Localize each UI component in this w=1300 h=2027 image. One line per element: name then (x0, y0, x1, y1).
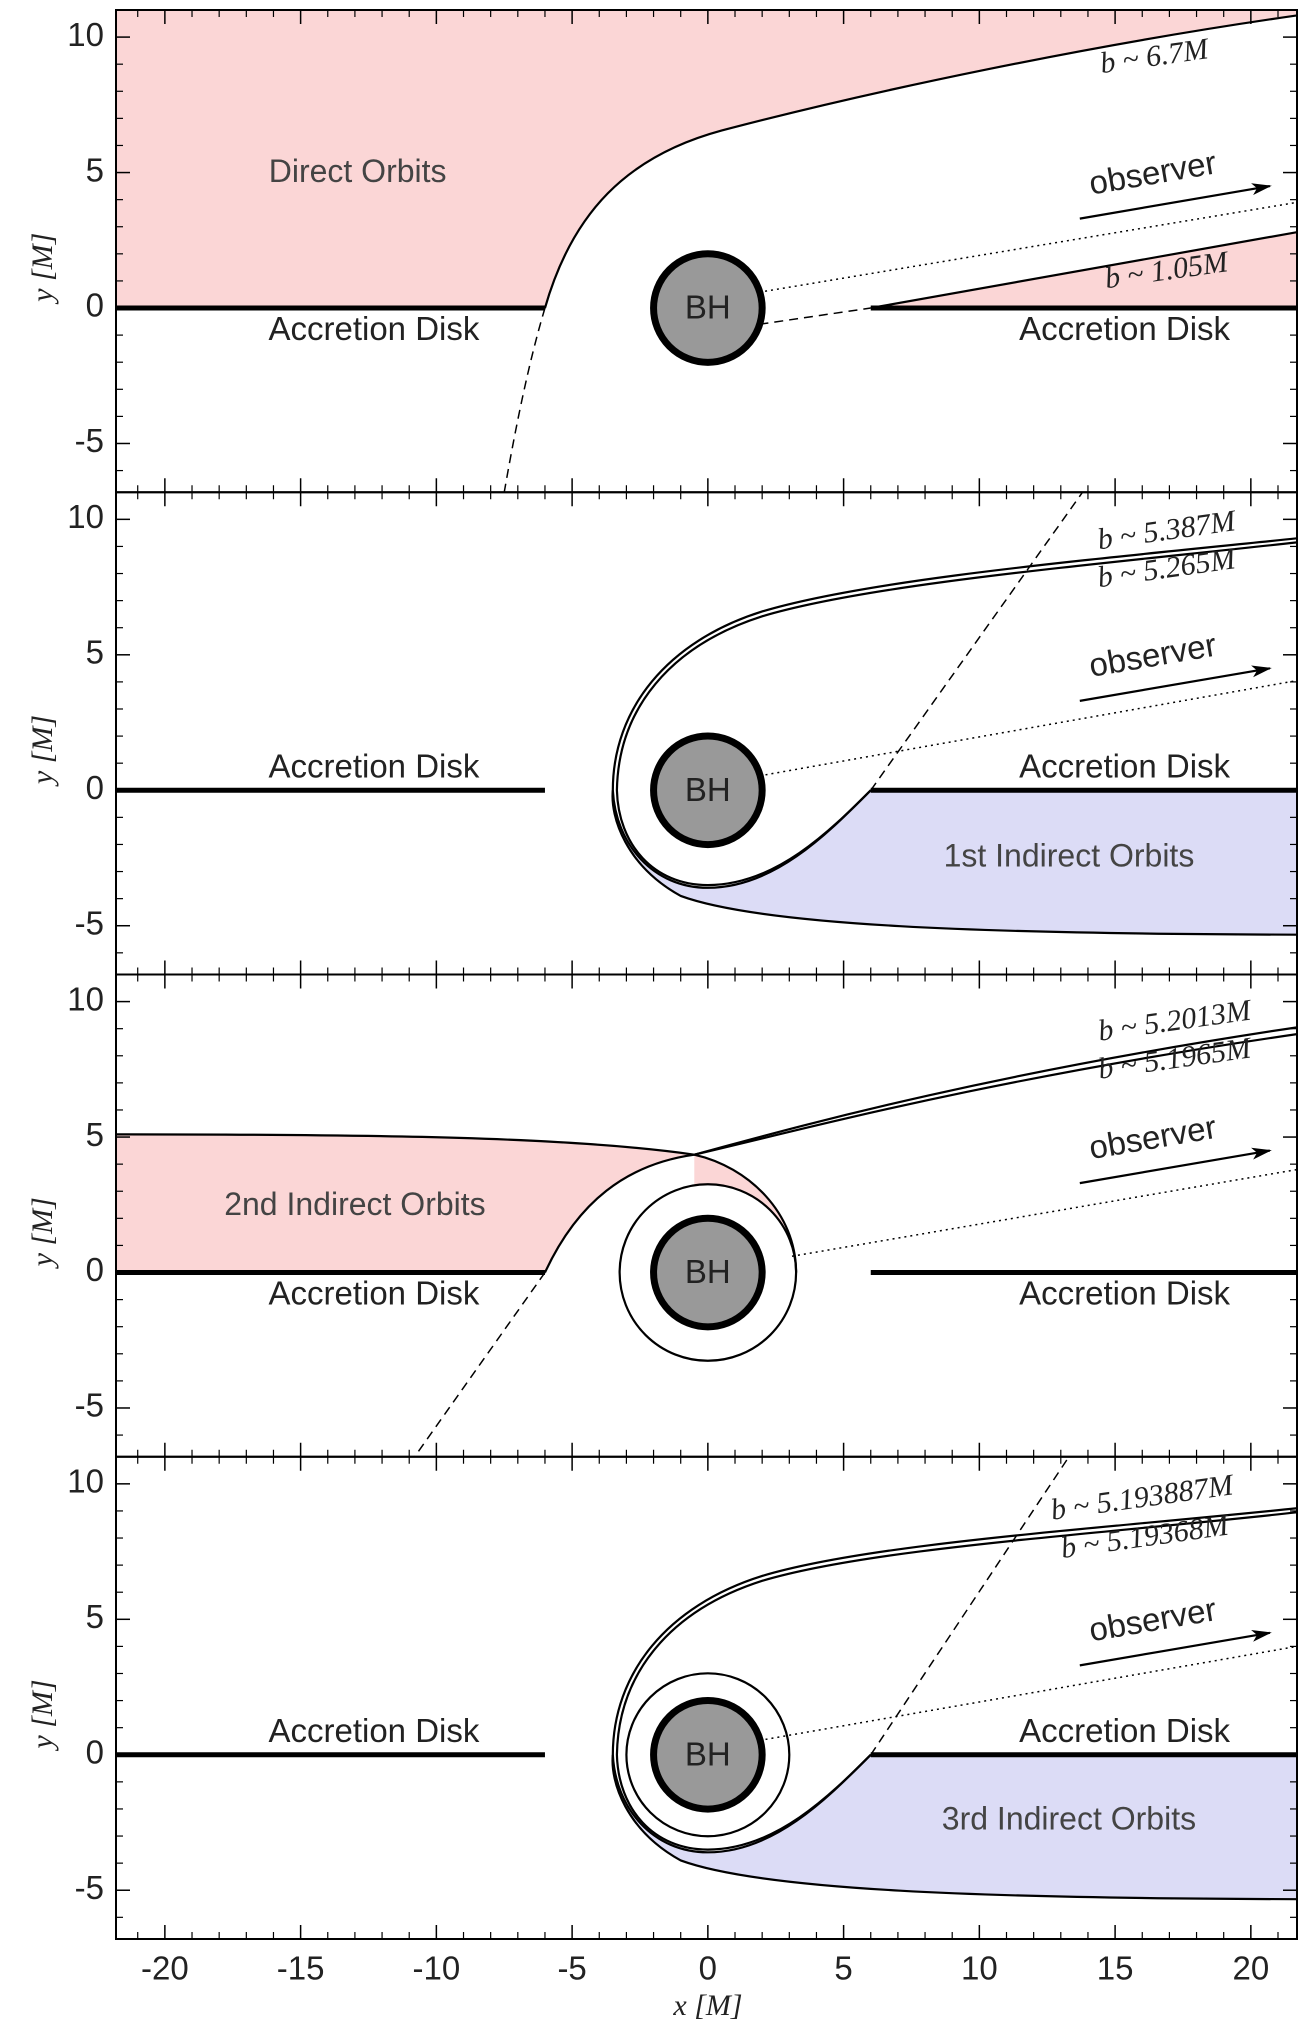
figure: x [M] BHobserverb ~ 6.7Mb ~ 1.05MDirect … (0, 0, 1300, 2027)
y-tick-label: 10 (67, 980, 104, 1017)
y-tick-label: -5 (75, 904, 104, 941)
dashed-orbit (759, 308, 870, 324)
disk-label: Accretion Disk (268, 310, 479, 347)
y-tick-label: 0 (86, 1251, 104, 1288)
x-tick-label: 15 (1097, 1950, 1134, 1987)
region-label: Direct Orbits (269, 153, 447, 189)
y-tick-label: 0 (86, 769, 104, 806)
y-axis-label: y [M] (26, 1679, 59, 1751)
disk-label: Accretion Disk (1019, 747, 1230, 784)
x-tick-label: -15 (277, 1950, 325, 1987)
disk-label: Accretion Disk (268, 1274, 479, 1311)
x-tick-label: -5 (557, 1950, 586, 1987)
region-label: 3rd Indirect Orbits (942, 1801, 1196, 1837)
x-tick-label: 5 (834, 1950, 852, 1987)
y-tick-label: 10 (67, 498, 104, 535)
y-tick-label: 5 (86, 1598, 104, 1635)
panel (116, 1027, 1297, 1456)
y-tick-label: 0 (86, 1733, 104, 1770)
black-hole-label: BH (685, 289, 731, 326)
region-label: 2nd Indirect Orbits (224, 1186, 485, 1222)
y-tick-label: 0 (86, 287, 104, 324)
black-hole-label: BH (685, 771, 731, 808)
black-hole-label: BH (685, 1253, 731, 1290)
disk-label: Accretion Disk (268, 1712, 479, 1749)
region-label: 1st Indirect Orbits (944, 837, 1195, 873)
y-axis-label: y [M] (26, 1197, 59, 1269)
x-axis-label: x [M] (672, 1989, 742, 2022)
y-tick-label: 5 (86, 634, 104, 671)
disk-label: Accretion Disk (1019, 1274, 1230, 1311)
observer-label: observer (1086, 143, 1219, 201)
disk-label: Accretion Disk (268, 747, 479, 784)
y-tick-label: -5 (75, 422, 104, 459)
observer-label: observer (1086, 1590, 1219, 1648)
y-tick-label: -5 (75, 1387, 104, 1424)
y-tick-label: 5 (86, 151, 104, 188)
observer-label: observer (1086, 626, 1219, 684)
line-of-sight (792, 1170, 1297, 1257)
y-tick-label: 5 (86, 1116, 104, 1153)
x-tick-label: 0 (699, 1950, 717, 1987)
y-tick-label: -5 (75, 1869, 104, 1906)
black-hole-label: BH (685, 1735, 731, 1772)
x-tick-label: -20 (141, 1950, 189, 1987)
x-tick-label: -10 (413, 1950, 461, 1987)
dashed-orbit (871, 492, 1083, 790)
y-tick-label: 10 (67, 16, 104, 53)
x-tick-label: 10 (961, 1950, 998, 1987)
y-tick-label: 10 (67, 1463, 104, 1500)
observer-label: observer (1086, 1108, 1219, 1166)
dashed-orbit (871, 1457, 1069, 1755)
y-axis-label: y [M] (26, 715, 59, 787)
y-axis-label: y [M] (26, 233, 59, 305)
x-tick-label: 20 (1232, 1950, 1269, 1987)
disk-label: Accretion Disk (1019, 310, 1230, 347)
page: {"chart_data": {"type": "orbit-panels", … (0, 0, 1300, 2027)
dashed-orbit (504, 308, 545, 492)
disk-label: Accretion Disk (1019, 1712, 1230, 1749)
panel (116, 10, 1297, 492)
